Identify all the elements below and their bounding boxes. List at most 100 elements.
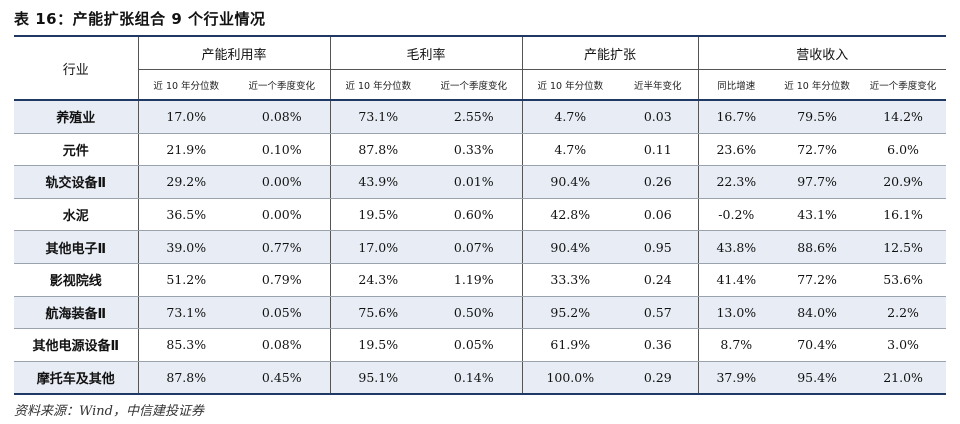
table-cell: 16.7% [697,100,775,134]
table-cell: 0.77% [234,230,331,264]
table-row: 元件 21.9% 0.10% 87.8% 0.33% 4.7% 0.11 23.6% 72.7%… [14,133,947,167]
table-cell: 0.08% [234,328,331,362]
table-cell: 43.1% [774,198,861,232]
table-cell: 72.7% [774,133,861,167]
table-cell: 95.2% [521,296,619,330]
table-cell: 51.2% [137,263,234,297]
table-cell: 0.01% [426,165,523,199]
table-row: 其他电子Ⅱ 39.0% 0.77% 17.0% 0.07% 90.4% 0.95 43.8% 8… [14,230,947,264]
industry-name: 摩托车及其他 [14,361,139,396]
group-header: 营收收入 [697,36,947,70]
table-row: 养殖业 17.0% 0.08% 73.1% 2.55% 4.7% 0.03 16.7% 79.5… [14,100,947,134]
table-cell: 79.5% [774,100,861,134]
table-cell: 6.0% [860,133,947,167]
table-cell: 43.8% [697,230,775,264]
table-row: 水泥 36.5% 0.00% 19.5% 0.60% 42.8% 0.06 -0.2% 43.1… [14,198,947,232]
industry-name: 其他电子Ⅱ [14,230,139,264]
industry-name: 航海装备Ⅱ [14,296,139,330]
table-cell: 0.14% [426,361,523,396]
table-cell: 2.2% [860,296,947,330]
table-cell: 43.9% [329,165,427,199]
table-cell: 95.4% [774,361,861,396]
sub-header: 近一个季度变化 [234,69,331,101]
table-cell: 0.95 [618,230,699,264]
table-cell: 39.0% [137,230,234,264]
table-cell: 0.03 [618,100,699,134]
table-row: 航海装备Ⅱ 73.1% 0.05% 75.6% 0.50% 95.2% 0.57 13.0% 8… [14,296,947,330]
industry-name: 水泥 [14,198,139,232]
sub-header: 近一个季度变化 [426,69,523,101]
industry-name: 养殖业 [14,100,139,134]
table-cell: 3.0% [860,328,947,362]
table-cell: 29.2% [137,165,234,199]
table-cell: 88.6% [774,230,861,264]
table-cell: 0.26 [618,165,699,199]
table-cell: 0.05% [234,296,331,330]
table-cell: 84.0% [774,296,861,330]
table-cell: 16.1% [860,198,947,232]
table-cell: 17.0% [329,230,427,264]
table-cell: 0.79% [234,263,331,297]
table-cell: 21.0% [860,361,947,396]
table-cell: 14.2% [860,100,947,134]
table-cell: 19.5% [329,198,427,232]
table-cell: 33.3% [521,263,619,297]
table-cell: 73.1% [137,296,234,330]
table-cell: 22.3% [697,165,775,199]
table-cell: 0.60% [426,198,523,232]
table-cell: 17.0% [137,100,234,134]
table-cell: 41.4% [697,263,775,297]
table-cell: 42.8% [521,198,619,232]
group-header: 产能利用率 [137,36,331,70]
table-cell: 0.57 [618,296,699,330]
table-cell: 23.6% [697,133,775,167]
table-cell: 0.33% [426,133,523,167]
table-cell: -0.2% [697,198,775,232]
table-cell: 70.4% [774,328,861,362]
table-cell: 24.3% [329,263,427,297]
table-cell: 0.00% [234,165,331,199]
table-cell: 0.29 [618,361,699,396]
industry-name: 影视院线 [14,263,139,297]
table-cell: 0.10% [234,133,331,167]
group-header: 产能扩张 [521,36,699,70]
table-cell: 97.7% [774,165,861,199]
table-cell: 21.9% [137,133,234,167]
table-cell: 1.19% [426,263,523,297]
table-body: 养殖业 17.0% 0.08% 73.1% 2.55% 4.7% 0.03 16.7% 79.5… [14,100,947,396]
table-cell: 0.11 [618,133,699,167]
table-cell: 85.3% [137,328,234,362]
table-cell: 0.00% [234,198,331,232]
table-header: 行业 产能利用率 毛利率 产能扩张 营收收入 近 10 年分位数 近一个季度变化… [14,36,947,101]
table-cell: 0.24 [618,263,699,297]
table-cell: 4.7% [521,133,619,167]
table-row: 影视院线 51.2% 0.79% 24.3% 1.19% 33.3% 0.24 41.4% 77… [14,263,947,297]
table-cell: 0.06 [618,198,699,232]
sub-header: 近 10 年分位数 [774,69,861,101]
table-cell: 90.4% [521,165,619,199]
row-label-header: 行业 [14,36,138,101]
table-row: 其他电源设备Ⅱ 85.3% 0.08% 19.5% 0.05% 61.9% 0.36 8.7%… [14,328,947,362]
group-header: 毛利率 [329,36,523,70]
sub-header: 近一个季度变化 [860,69,947,101]
table-cell: 87.8% [137,361,234,396]
table-cell: 13.0% [697,296,775,330]
table-cell: 0.36 [618,328,699,362]
sub-header: 近 10 年分位数 [521,69,619,101]
table-cell: 0.50% [426,296,523,330]
table-cell: 87.8% [329,133,427,167]
sub-header: 近半年变化 [618,69,699,101]
table-row: 轨交设备Ⅱ 29.2% 0.00% 43.9% 0.01% 90.4% 0.26 22.3% 9… [14,165,947,199]
table-cell: 19.5% [329,328,427,362]
table-cell: 0.05% [426,328,523,362]
table-cell: 61.9% [521,328,619,362]
source-note: 资料来源：Wind，中信建投证券 [14,404,204,419]
table-cell: 0.07% [426,230,523,264]
table-cell: 73.1% [329,100,427,134]
table-cell: 100.0% [521,361,619,396]
table-cell: 90.4% [521,230,619,264]
sub-header: 近 10 年分位数 [329,69,427,101]
industry-table: 行业 产能利用率 毛利率 产能扩张 营收收入 近 10 年分位数 近一个季度变化… [14,35,947,396]
table-title: 表 16：产能扩张组合 9 个行业情况 [14,10,266,28]
table-cell: 0.08% [234,100,331,134]
